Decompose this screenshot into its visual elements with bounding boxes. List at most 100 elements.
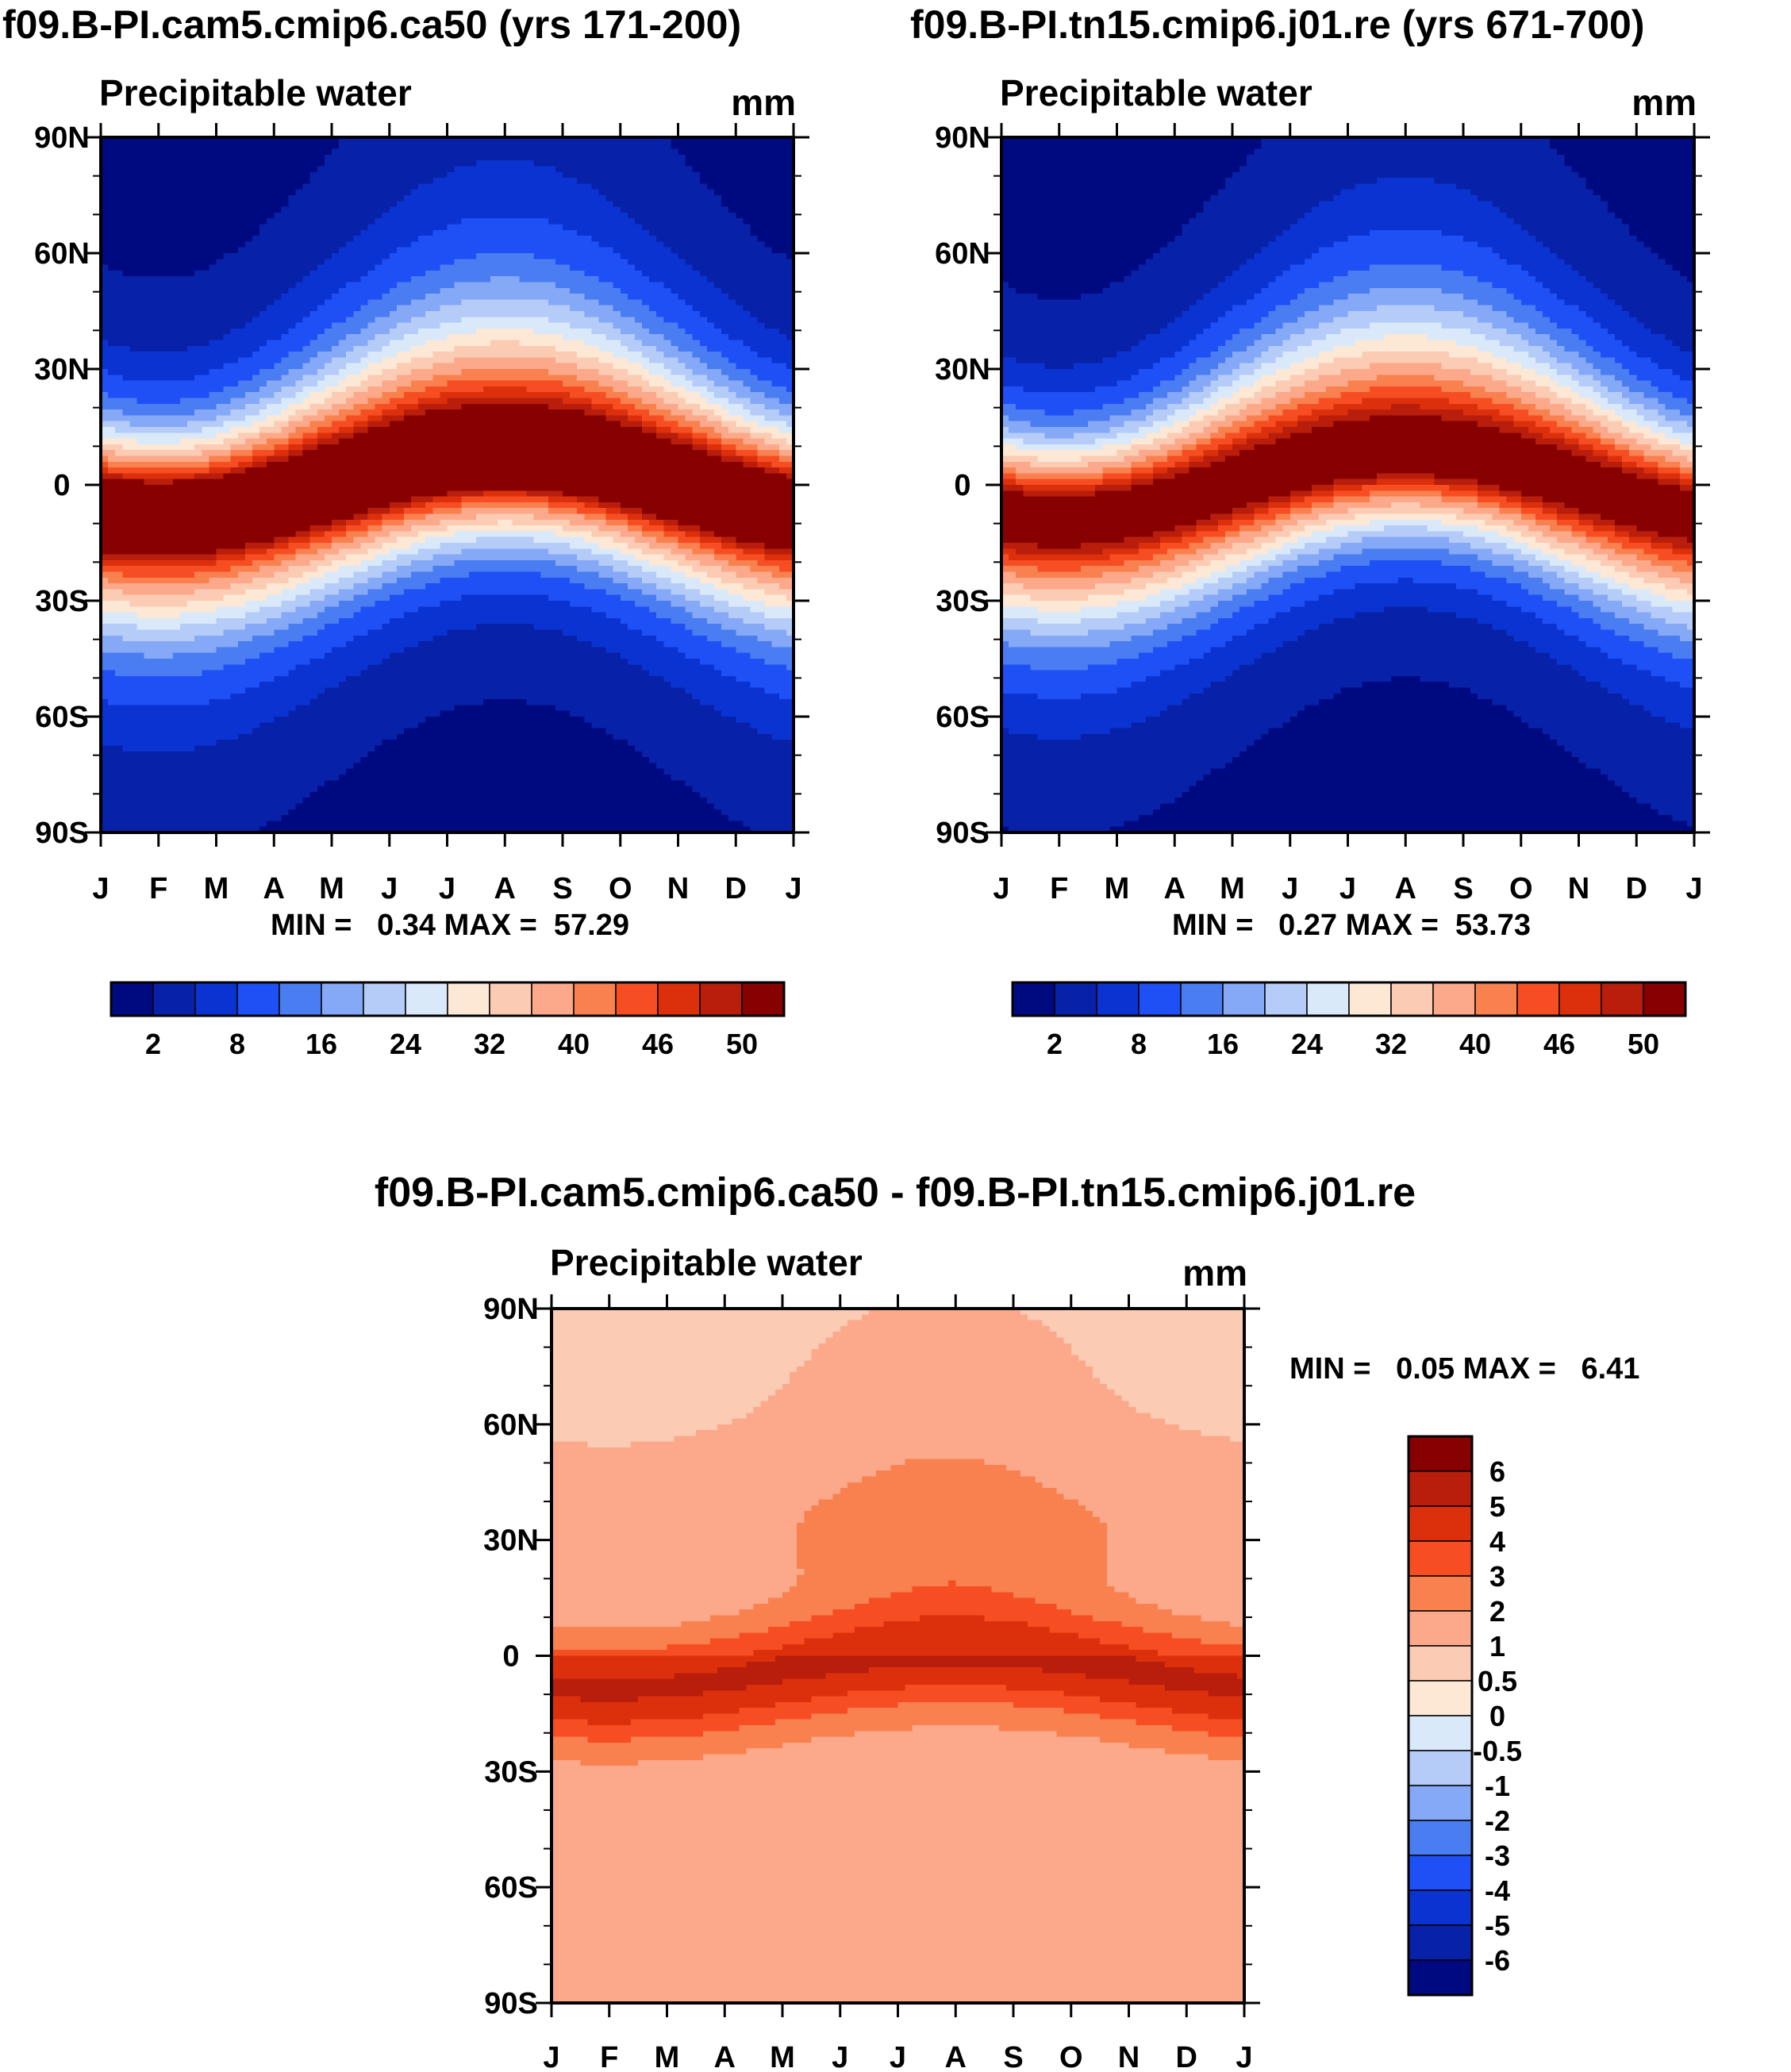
panel-a-cell <box>339 236 347 242</box>
panel-a-cell <box>309 259 318 266</box>
panel-a-cell <box>360 218 369 225</box>
panel-a-cell <box>577 322 585 329</box>
panel-a-cell <box>288 340 297 347</box>
panel-a-cell <box>613 212 621 219</box>
panel-a-cell <box>440 276 448 283</box>
panel-a-cell <box>288 148 297 156</box>
panel-a-cell <box>498 305 505 312</box>
panel-a-cell <box>519 294 528 300</box>
panel-a-cell <box>375 264 383 271</box>
panel-a-cell <box>101 334 109 341</box>
panel-a-cell <box>389 148 398 156</box>
panel-a-cell <box>339 270 347 277</box>
panel-a-cell <box>101 178 109 184</box>
panel-a-cell <box>375 345 383 352</box>
panel-a-cell <box>728 415 736 422</box>
panel-a-cell <box>158 340 167 347</box>
panel-a-cell <box>663 357 671 364</box>
panel-a-cell <box>108 415 116 422</box>
panel-a-cell <box>244 287 253 294</box>
panel-a-cell <box>302 212 311 219</box>
panel-a-cell <box>649 328 657 335</box>
panel-a-cell <box>339 287 347 294</box>
panel-a-cell <box>382 218 390 225</box>
panel-a-cell <box>165 253 174 259</box>
panel-a-cell <box>115 195 123 202</box>
panel-a-cell <box>512 386 521 393</box>
panel-a-cell <box>101 282 109 289</box>
panel-a-cell <box>634 432 643 440</box>
panel-a-cell <box>678 166 686 173</box>
panel-a-cell <box>706 352 715 358</box>
panel-a-cell <box>259 299 267 306</box>
panel-a-cell <box>267 229 275 236</box>
panel-a-cell <box>634 328 643 335</box>
panel-a-cell <box>656 148 664 156</box>
panel-a-cell <box>771 322 780 329</box>
panel-a-cell <box>180 427 188 433</box>
panel-a-cell <box>101 171 109 179</box>
panel-a-cell <box>144 322 152 329</box>
panel-a-cell <box>482 201 491 208</box>
panel-a-cell <box>230 357 239 364</box>
panel-a-cell <box>468 403 477 410</box>
panel-a-cell <box>122 171 130 179</box>
panel-a-cell <box>512 369 521 375</box>
panel-a-cell <box>259 432 267 440</box>
panel-a-cell <box>180 363 188 370</box>
panel-a-cell <box>764 380 773 387</box>
panel-a-cell <box>533 363 542 370</box>
panel-a-cell <box>403 352 412 358</box>
panel-a-cell <box>540 148 549 156</box>
panel-a-cell <box>685 294 694 300</box>
panel-a-cell <box>764 345 773 352</box>
panel-a-cell <box>259 137 267 144</box>
panel-a-cell <box>563 148 571 156</box>
panel-a-cell <box>584 294 592 300</box>
panel-a-cell <box>288 369 297 375</box>
panel-a-cell <box>101 345 109 352</box>
panel-a-cell <box>237 403 246 410</box>
panel-a-cell <box>216 206 225 213</box>
panel-a-cell <box>425 334 433 341</box>
panel-a-cell <box>382 229 390 236</box>
panel-a-cell <box>468 409 477 416</box>
panel-a-cell <box>165 241 174 248</box>
panel-a-cell <box>468 259 477 266</box>
panel-a-cell <box>108 432 116 440</box>
panel-a-cell <box>750 392 759 399</box>
panel-a-cell <box>324 259 332 266</box>
panel-a-cell <box>512 201 521 208</box>
panel-a-cell <box>418 276 426 283</box>
panel-a-cell <box>396 154 405 161</box>
panel-a-cell <box>267 392 275 399</box>
panel-a-cell <box>432 380 440 387</box>
panel-a-cell <box>295 345 304 352</box>
panel-a-cell <box>440 305 448 312</box>
panel-a-cell <box>274 212 282 219</box>
panel-a-cell <box>223 334 232 341</box>
panel-a-cell <box>771 236 780 242</box>
panel-a-cell <box>475 253 484 259</box>
panel-a-cell <box>339 392 347 399</box>
panel-a-cell <box>339 415 347 422</box>
panel-a-cell <box>598 311 607 317</box>
panel-a-cell <box>274 137 282 144</box>
panel-a-cell <box>332 166 340 173</box>
panel-a-cell <box>584 206 592 213</box>
panel-a-cell <box>274 392 282 399</box>
panel-a-cell <box>482 421 491 428</box>
panel-a-cell <box>461 392 470 399</box>
panel-a-cell <box>736 241 744 248</box>
panel-a-cell <box>367 247 376 254</box>
panel-a-cell <box>317 334 325 341</box>
panel-a-cell <box>447 322 455 329</box>
panel-a-cell <box>259 392 267 399</box>
panel-a-cell <box>699 317 708 324</box>
panel-a-cell <box>570 276 578 283</box>
panel-a-cell <box>209 264 217 271</box>
panel-a-cell <box>353 415 361 422</box>
panel-a-cell <box>461 421 470 428</box>
panel-a-cell <box>440 282 448 289</box>
panel-a-cell <box>771 328 780 335</box>
